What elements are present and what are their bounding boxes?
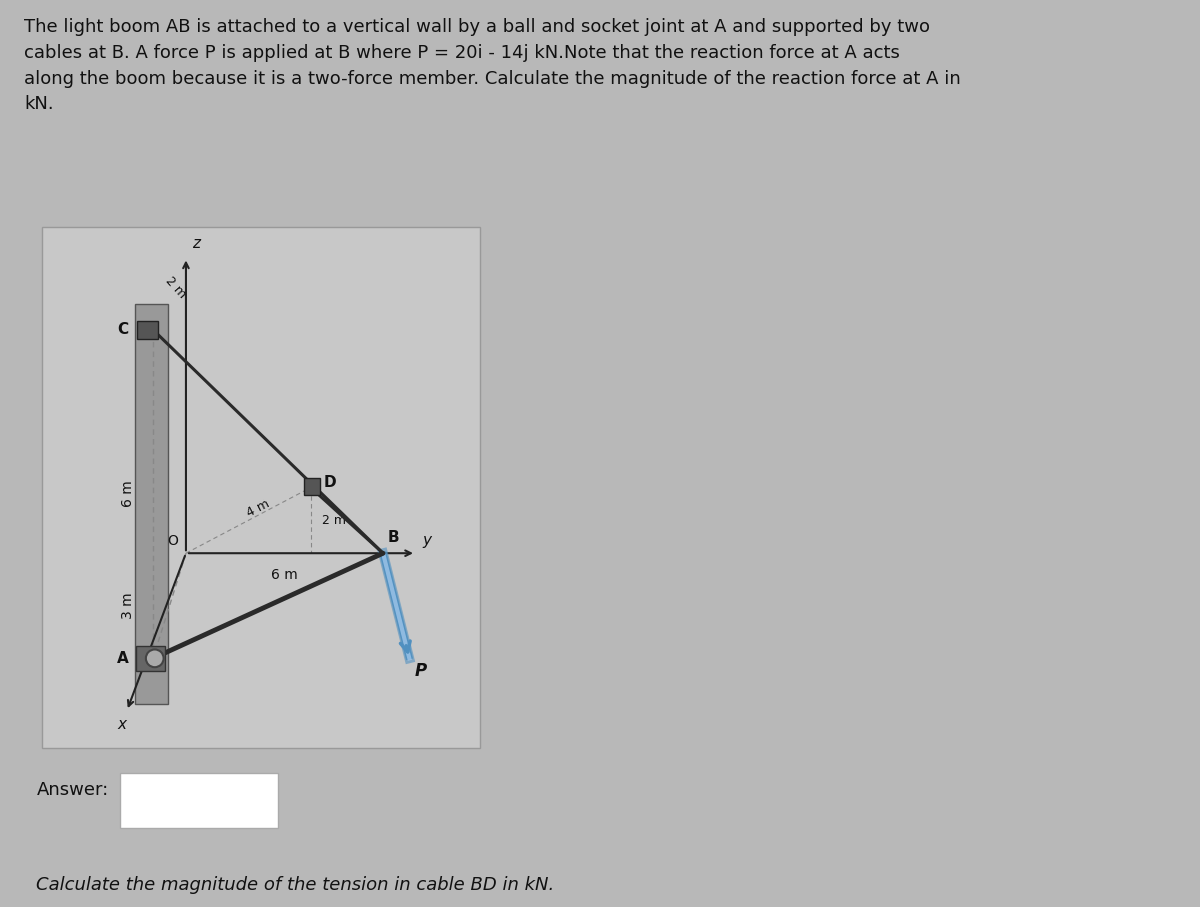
Text: C: C bbox=[118, 322, 128, 337]
Text: x: x bbox=[118, 717, 126, 733]
FancyBboxPatch shape bbox=[120, 773, 278, 827]
Text: P: P bbox=[414, 661, 426, 679]
Text: Calculate the magnitude of the tension in cable BD in kN.: Calculate the magnitude of the tension i… bbox=[36, 876, 553, 893]
Text: O: O bbox=[167, 534, 178, 549]
Polygon shape bbox=[304, 478, 320, 494]
Text: Answer:: Answer: bbox=[37, 781, 109, 799]
Text: 2 m: 2 m bbox=[163, 274, 188, 300]
Circle shape bbox=[146, 649, 163, 668]
Text: 6 m: 6 m bbox=[271, 568, 298, 582]
Polygon shape bbox=[137, 321, 158, 339]
Text: D: D bbox=[323, 475, 336, 490]
Text: 3 m: 3 m bbox=[121, 592, 136, 619]
Text: 4 m: 4 m bbox=[245, 498, 272, 520]
Text: B: B bbox=[388, 530, 400, 545]
Polygon shape bbox=[136, 646, 164, 671]
Text: y: y bbox=[422, 533, 432, 549]
Polygon shape bbox=[136, 304, 168, 705]
Text: 6 m: 6 m bbox=[121, 481, 136, 507]
Text: 2 m: 2 m bbox=[323, 514, 347, 527]
Text: A: A bbox=[116, 651, 128, 666]
Text: The light boom AB is attached to a vertical wall by a ball and socket joint at A: The light boom AB is attached to a verti… bbox=[24, 18, 961, 113]
Text: z: z bbox=[192, 236, 200, 251]
